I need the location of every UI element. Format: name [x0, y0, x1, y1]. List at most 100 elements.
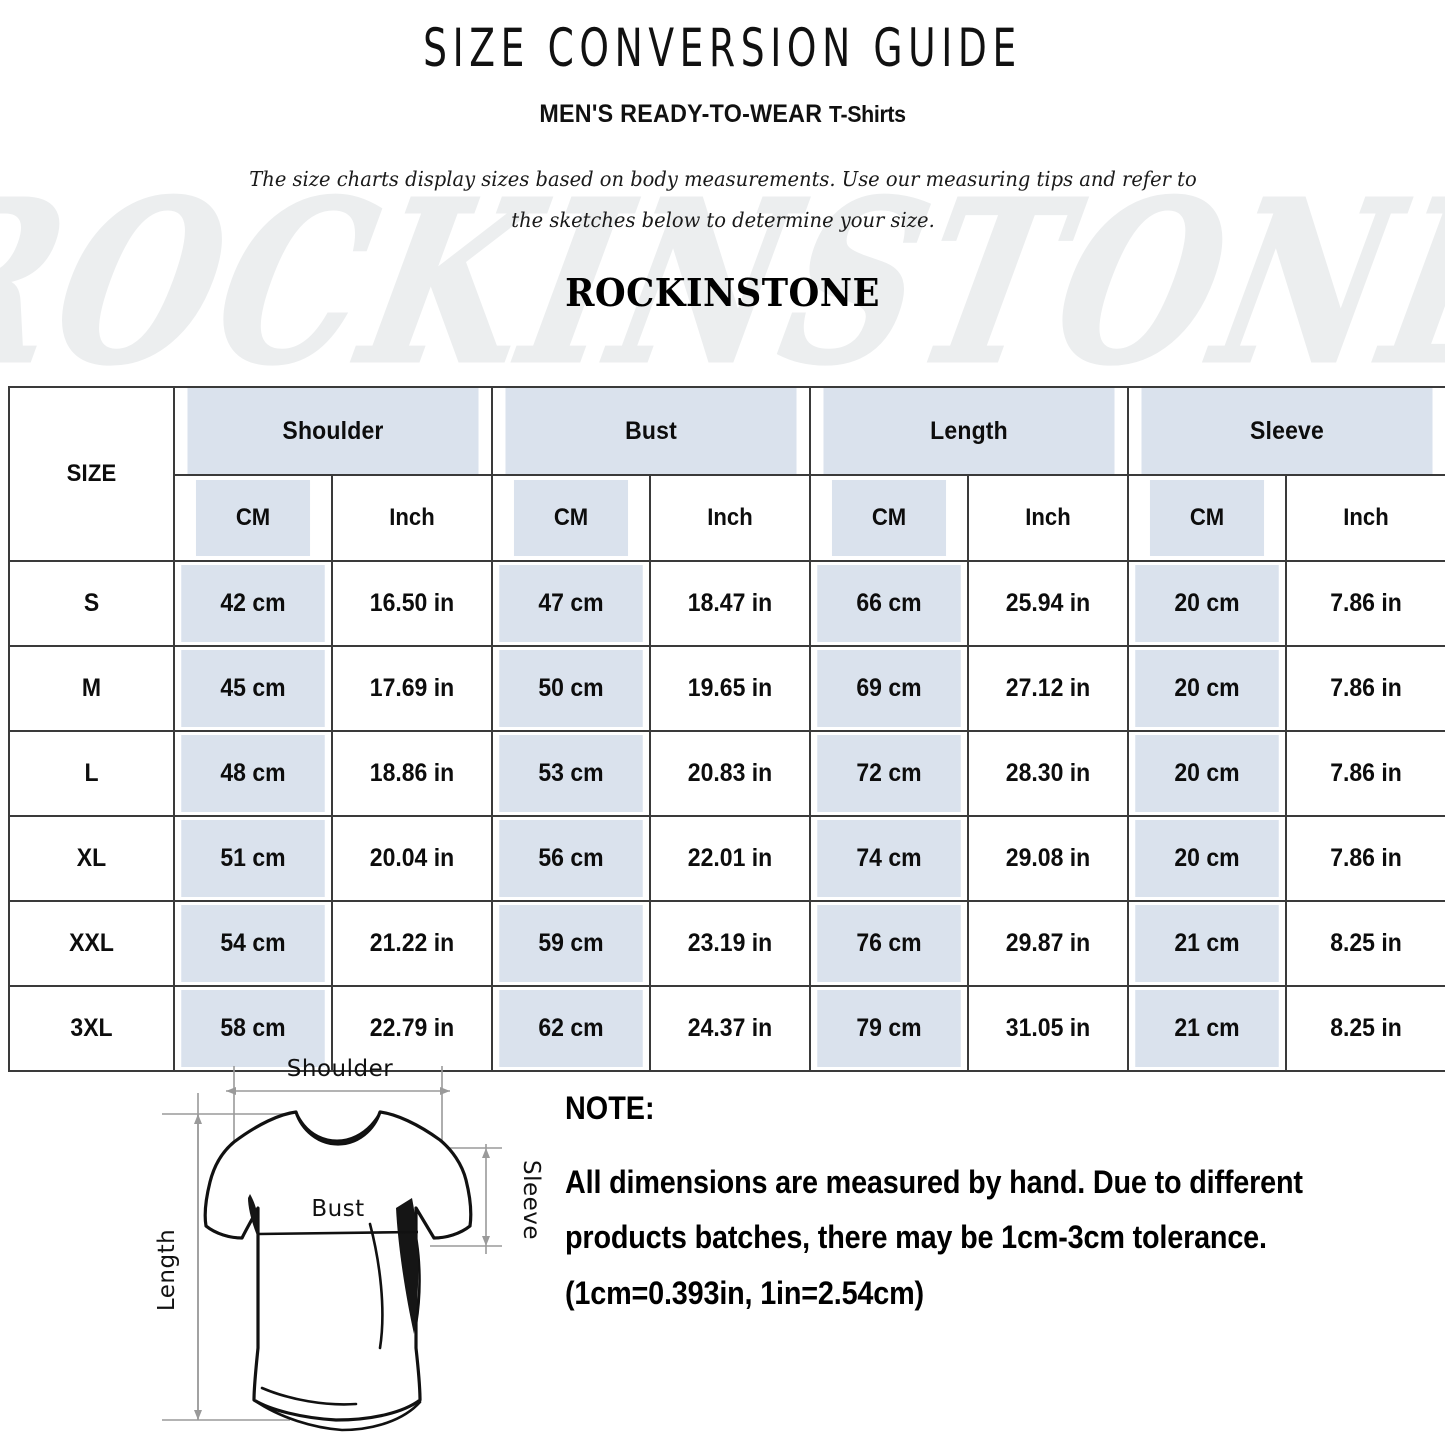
cell-text: 72 cm	[856, 759, 922, 787]
unit-cell-length-cm: CM	[815, 474, 963, 562]
table-row: 3XL 58 cm 22.79 in 62 cm 24.37 in 79 cm 31.05 …	[9, 985, 1445, 1072]
cell-size: L	[14, 730, 169, 817]
cell-value: 7.86 in	[1291, 645, 1441, 732]
tshirt-measurement-diagram: Shoulder Bust Length Sleeve	[130, 1048, 550, 1445]
cell-size: S	[14, 560, 169, 647]
size-chart-table: SIZE Shoulder Bust Length Sleeve CM Inch…	[8, 386, 1445, 1072]
cell-highlight	[1135, 650, 1279, 727]
bottom-section: Shoulder Bust Length Sleeve NOTE: All di…	[0, 1040, 1445, 1445]
unit-label: CM	[235, 504, 271, 531]
cell-text: 69 cm	[856, 674, 922, 702]
cell-value: 48 cm	[179, 730, 327, 817]
cell-highlight	[181, 565, 325, 642]
column-group-sleeve: Sleeve	[1139, 386, 1435, 476]
cell-highlight	[181, 820, 325, 897]
cell-value: 50 cm	[497, 645, 645, 732]
cell-value: 7.86 in	[1291, 815, 1441, 902]
cell-value: 20 cm	[1133, 645, 1281, 732]
cell-highlight	[817, 650, 961, 727]
cell-value: 27.12 in	[973, 645, 1123, 732]
cell-highlight	[499, 650, 643, 727]
cell-value: 79 cm	[815, 985, 963, 1072]
unit-cell-shoulder-inch: Inch	[337, 474, 487, 562]
cell-size: XL	[14, 815, 169, 902]
cell-highlight	[181, 650, 325, 727]
cell-value: 47 cm	[497, 560, 645, 647]
cell-value: 69 cm	[815, 645, 963, 732]
column-group-bust: Bust	[503, 386, 799, 476]
cell-value: 18.86 in	[337, 730, 487, 817]
cell-value: 8.25 in	[1291, 900, 1441, 987]
subtitle-category: MEN'S READY-TO-WEAR	[539, 100, 823, 128]
cell-text: 42 cm	[220, 589, 286, 617]
table-group-header-row: SIZE Shoulder Bust Length Sleeve	[9, 386, 1445, 562]
cell-highlight	[499, 565, 643, 642]
document-header: SIZE CONVERSION GUIDE MEN'S READY-TO-WEA…	[0, 0, 1445, 315]
cell-value: 19.65 in	[655, 645, 805, 732]
table-unit-header-row: CM Inch CM Inch CM Inch CM Inch	[9, 474, 1445, 562]
cell-value: 29.08 in	[973, 815, 1123, 902]
diagram-label-length: Length	[154, 1229, 180, 1311]
cell-text: 45 cm	[220, 674, 286, 702]
cell-value: 51 cm	[179, 815, 327, 902]
cell-value: 21 cm	[1133, 985, 1281, 1072]
cell-highlight	[1135, 820, 1279, 897]
cell-value: 7.86 in	[1291, 730, 1441, 817]
cell-value: 54 cm	[179, 900, 327, 987]
cell-value: 22.79 in	[337, 985, 487, 1072]
cell-value: 18.47 in	[655, 560, 805, 647]
table-row: M 45 cm 17.69 in 50 cm 19.65 in 69 cm 27.12 in…	[9, 645, 1445, 732]
cell-value: 74 cm	[815, 815, 963, 902]
cell-value: 66 cm	[815, 560, 963, 647]
cell-text: 51 cm	[220, 844, 286, 872]
cell-value: 20 cm	[1133, 560, 1281, 647]
cell-value: 59 cm	[497, 900, 645, 987]
unit-label: CM	[1189, 504, 1225, 531]
cell-text: 56 cm	[538, 844, 604, 872]
intro-paragraph: The size charts display sizes based on b…	[248, 167, 1197, 232]
cell-value: 22.01 in	[655, 815, 805, 902]
cell-value: 31.05 in	[973, 985, 1123, 1072]
column-header-size: SIZE	[14, 386, 169, 562]
unit-cell-bust-cm: CM	[497, 474, 645, 562]
brand-name: ROCKINSTONE	[565, 270, 880, 316]
cell-text: 54 cm	[220, 929, 286, 957]
cell-text: 20 cm	[1174, 589, 1240, 617]
cell-text: 66 cm	[856, 589, 922, 617]
cell-value: 17.69 in	[337, 645, 487, 732]
page-subtitle: MEN'S READY-TO-WEAR T-Shirts	[51, 71, 1395, 129]
cell-highlight	[817, 990, 961, 1067]
note-title: NOTE:	[565, 1090, 655, 1126]
unit-cell-length-inch: Inch	[973, 474, 1123, 562]
note-body: All dimensions are measured by hand. Due…	[565, 1164, 1303, 1311]
unit-cell-bust-inch: Inch	[655, 474, 805, 562]
diagram-label-shoulder: Shoulder	[287, 1056, 393, 1082]
cell-text: 79 cm	[856, 1014, 922, 1042]
cell-highlight	[817, 735, 961, 812]
cell-text: 74 cm	[856, 844, 922, 872]
cell-value: 53 cm	[497, 730, 645, 817]
cell-text: 58 cm	[220, 1014, 286, 1042]
cell-text: 20 cm	[1174, 759, 1240, 787]
table-row: XL 51 cm 20.04 in 56 cm 22.01 in 74 cm 29.08 i…	[9, 815, 1445, 902]
unit-label: CM	[871, 504, 907, 531]
cell-value: 25.94 in	[973, 560, 1123, 647]
cell-value: 24.37 in	[655, 985, 805, 1072]
cell-text: 48 cm	[220, 759, 286, 787]
cell-value: 8.25 in	[1291, 985, 1441, 1072]
cell-value: 58 cm	[179, 985, 327, 1072]
cell-size: XXL	[14, 900, 169, 987]
cell-highlight	[181, 735, 325, 812]
cell-value: 20.83 in	[655, 730, 805, 817]
cell-highlight	[817, 905, 961, 982]
cell-size: 3XL	[14, 985, 169, 1072]
table-row: L 48 cm 18.86 in 53 cm 20.83 in 72 cm 28.30 in…	[9, 730, 1445, 817]
cell-text: 62 cm	[538, 1014, 604, 1042]
cell-text: 20 cm	[1174, 844, 1240, 872]
cell-value: 28.30 in	[973, 730, 1123, 817]
diagram-label-bust: Bust	[311, 1196, 364, 1222]
cell-value: 23.19 in	[655, 900, 805, 987]
unit-cell-sleeve-cm: CM	[1133, 474, 1281, 562]
cell-highlight	[499, 735, 643, 812]
cell-value: 29.87 in	[973, 900, 1123, 987]
